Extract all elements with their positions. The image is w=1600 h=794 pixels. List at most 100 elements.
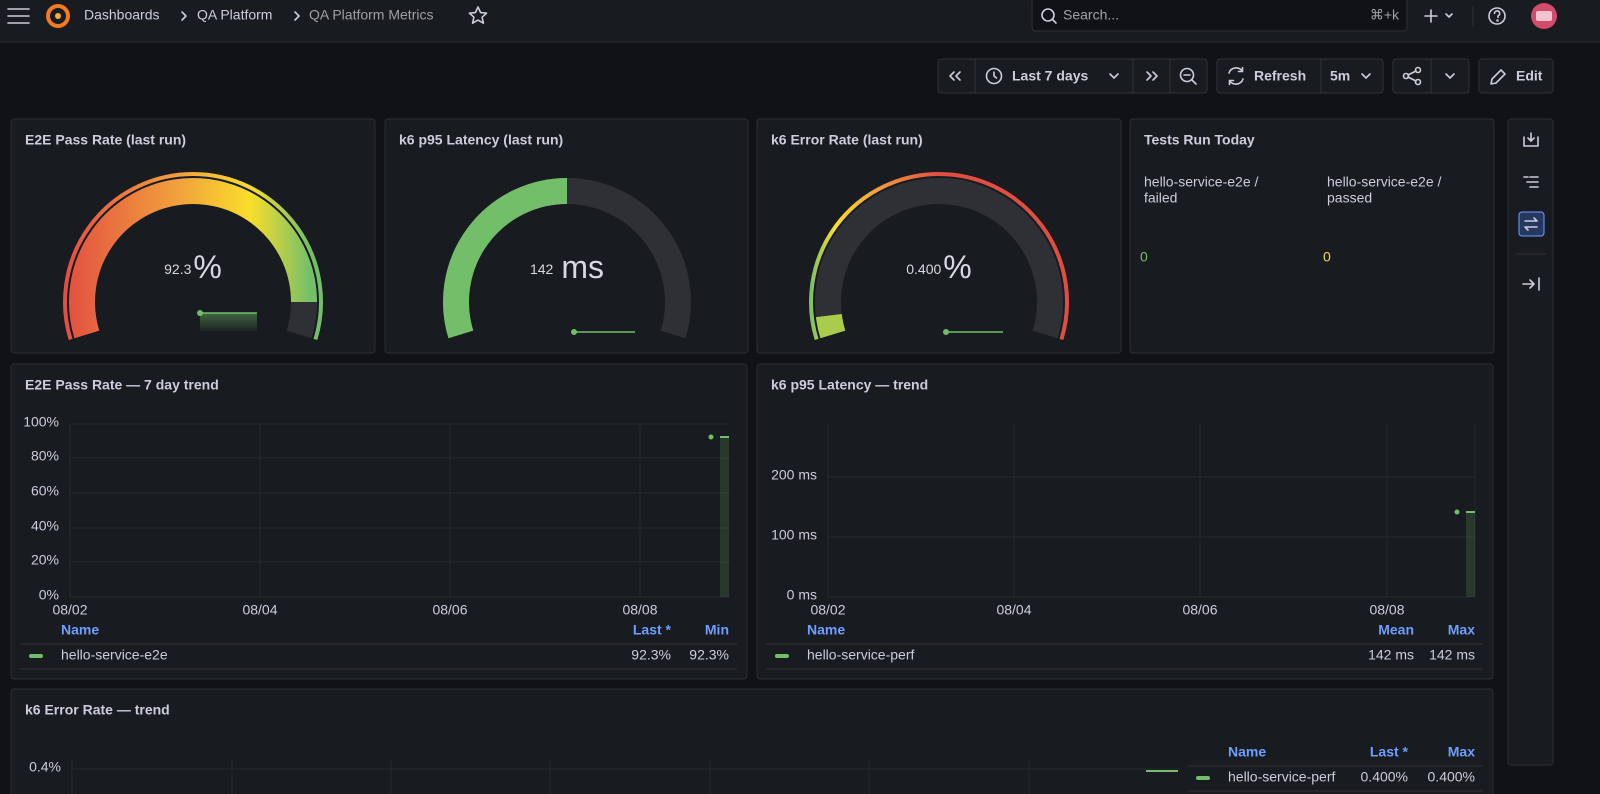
y-tick-label: 80% xyxy=(31,448,59,464)
star-icon[interactable] xyxy=(468,6,488,24)
legend-cell: hello-service-e2e xyxy=(61,647,168,663)
gauge-threshold xyxy=(63,172,323,341)
avatar-face xyxy=(1536,11,1552,21)
legend-header: Last * xyxy=(633,622,672,638)
chevron xyxy=(181,11,187,21)
gauge-value: 0.400% xyxy=(906,249,972,285)
transform-tab[interactable] xyxy=(1518,211,1545,237)
legend-header: Name xyxy=(1228,744,1266,760)
panel xyxy=(10,688,1494,794)
gauge-track xyxy=(815,178,1063,339)
y-tick-label: 100% xyxy=(23,414,59,430)
legend-swatch xyxy=(1196,776,1210,780)
breadcrumb: QA Platform Metrics xyxy=(309,7,433,23)
legend-header: Max xyxy=(1448,622,1475,638)
outline-icon[interactable] xyxy=(1523,176,1539,188)
legend-header: Last * xyxy=(1370,744,1409,760)
collapse-icon[interactable] xyxy=(1522,277,1540,291)
gauge-fill xyxy=(443,178,568,339)
help-icon[interactable] xyxy=(1488,7,1506,25)
legend-header: Min xyxy=(705,622,729,638)
panel xyxy=(384,118,749,354)
y-tick-label: 40% xyxy=(31,518,59,534)
search-placeholder: Search... xyxy=(1063,7,1119,23)
breadcrumb[interactable]: Dashboards xyxy=(84,7,160,23)
import-icon[interactable] xyxy=(1523,132,1539,147)
legend-cell: hello-service-perf xyxy=(807,647,914,663)
y-tick-label: 200 ms xyxy=(771,467,817,483)
legend-cell: 142 ms xyxy=(1368,647,1414,663)
logo[interactable] xyxy=(46,4,70,28)
shift-forward-icon[interactable] xyxy=(1146,71,1158,81)
gauge-number: 0.400 xyxy=(906,261,941,277)
sparkline-area xyxy=(200,313,257,331)
add-icon[interactable] xyxy=(1424,9,1453,23)
stat-label: passed xyxy=(1327,190,1372,206)
x-tick-label: 08/04 xyxy=(242,602,277,618)
sparkline-dot xyxy=(943,329,949,335)
gauge-threshold xyxy=(809,172,1069,341)
time-picker-group xyxy=(937,58,1208,94)
legend-header: Name xyxy=(807,622,845,638)
legend-header: Max xyxy=(1448,744,1475,760)
legend-cell: 92.3% xyxy=(631,647,671,663)
logo-center xyxy=(55,13,61,19)
refresh-group xyxy=(1216,58,1384,94)
panel-title: k6 p95 Latency — trend xyxy=(771,377,928,393)
gauge-number: 142 xyxy=(530,261,554,277)
refresh-icon xyxy=(1228,66,1244,86)
edit-icon xyxy=(1490,69,1506,85)
stat-label: hello-service-e2e / xyxy=(1327,174,1441,190)
clock-icon xyxy=(985,67,1003,85)
share-icon xyxy=(1402,66,1422,86)
search-box[interactable] xyxy=(1031,0,1408,32)
series-area xyxy=(1466,512,1475,597)
sparkline-dot xyxy=(571,329,577,335)
panel xyxy=(756,363,1494,680)
transform-icon xyxy=(1524,217,1538,231)
panel-title: k6 Error Rate (last run) xyxy=(771,132,923,148)
search-icon xyxy=(1041,8,1057,24)
gauge-value: 142 ms xyxy=(530,249,604,285)
stat-label: failed xyxy=(1144,190,1177,206)
x-tick-label: 08/06 xyxy=(432,602,467,618)
legend-swatch xyxy=(29,654,43,658)
panel-title: E2E Pass Rate (last run) xyxy=(25,132,186,148)
legend-cell: 92.3% xyxy=(689,647,729,663)
panel-title: k6 p95 Latency (last run) xyxy=(399,132,563,148)
gauge-unit: % xyxy=(943,249,971,285)
breadcrumb[interactable]: QA Platform xyxy=(197,7,272,23)
legend-header: Name xyxy=(61,622,99,638)
shift-back-icon[interactable] xyxy=(949,71,961,81)
edit-label: Edit xyxy=(1516,68,1543,84)
gauge-value: 92.3% xyxy=(164,249,222,285)
y-tick-label: 100 ms xyxy=(771,527,817,543)
legend-cell: hello-service-perf xyxy=(1228,769,1335,785)
dropdown-icon xyxy=(1109,73,1119,79)
series-dot xyxy=(1454,509,1460,515)
legend-cell: 0.400% xyxy=(1361,769,1408,785)
x-tick-label: 08/06 xyxy=(1182,602,1217,618)
time-range[interactable]: Last 7 days xyxy=(1012,68,1088,84)
gauge-number: 92.3 xyxy=(164,261,191,277)
y-tick-label: 20% xyxy=(31,552,59,568)
x-tick-label: 08/04 xyxy=(996,602,1031,618)
refresh-button[interactable]: Refresh xyxy=(1254,68,1306,84)
zoom-out-icon[interactable] xyxy=(1179,67,1197,85)
panel xyxy=(10,363,748,680)
legend-header: Mean xyxy=(1378,622,1414,638)
legend-cell: 0.400% xyxy=(1428,769,1475,785)
y-tick-label: 0% xyxy=(39,587,59,603)
sidebar xyxy=(1507,118,1554,766)
x-tick-label: 08/02 xyxy=(52,602,87,618)
panel xyxy=(1129,118,1495,354)
menu-icon[interactable] xyxy=(7,8,30,24)
sparkline-dot xyxy=(197,310,203,316)
stat-value: 0 xyxy=(1323,249,1331,265)
edit-button[interactable] xyxy=(1478,58,1554,94)
series-area xyxy=(720,437,729,597)
refresh-interval[interactable]: 5m xyxy=(1330,68,1350,84)
chevron xyxy=(294,11,300,21)
